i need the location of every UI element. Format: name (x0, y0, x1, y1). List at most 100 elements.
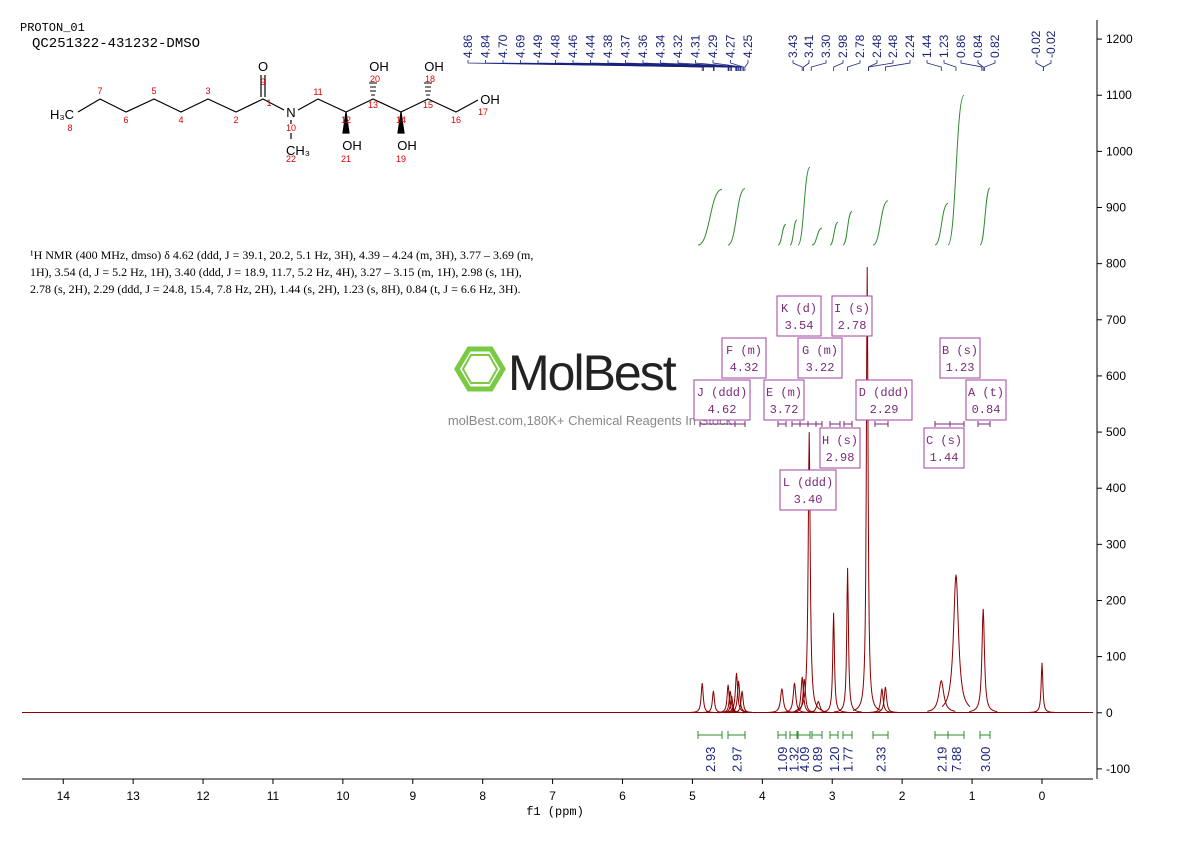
y-tick-label: 600 (1106, 369, 1126, 383)
peak-pick-label: 2.48 (870, 34, 884, 58)
x-tick-label: 11 (267, 789, 280, 803)
integral-curve (979, 187, 991, 246)
integral-bracket (947, 731, 965, 739)
peak-pick-leader (984, 60, 996, 71)
integral-bracket (789, 731, 798, 739)
multiplet-box (721, 337, 767, 379)
atom-label: 12 (341, 115, 351, 125)
multiplet-range (874, 421, 889, 427)
peak-pick-label: 1.44 (920, 34, 934, 58)
peak-pick-label: 3.30 (819, 34, 833, 58)
atom-label: 5 (151, 86, 156, 96)
peak (780, 682, 809, 713)
multiplet-box (939, 337, 981, 379)
peak-pick-label: 4.34 (654, 34, 668, 58)
peak (722, 672, 751, 713)
multiplet-range (949, 421, 965, 427)
x-tick-label: 7 (549, 789, 556, 803)
peak-pick-leader (960, 60, 983, 71)
watermark-brand: MolBest (508, 345, 677, 401)
multiplet-shift: 3.40 (794, 493, 823, 507)
peak-pick-leader (884, 60, 911, 71)
integral-label: 7.88 (949, 747, 964, 772)
peak-pick-leader (1042, 60, 1052, 71)
peak-pick-leader (847, 60, 861, 71)
peak (871, 686, 900, 713)
x-tick-label: 9 (409, 789, 416, 803)
atom-label: 6 (123, 115, 128, 125)
watermark-tagline: molBest.com,180K+ Chemical Reagents In S… (448, 413, 733, 428)
atom-label: 17 (478, 107, 488, 117)
atom-label: 22 (286, 154, 296, 164)
integral-curve (934, 202, 949, 246)
peak-pick-label: 4.36 (636, 34, 650, 58)
integral-bracket (811, 731, 823, 739)
atom-label: OH (424, 59, 444, 74)
multiplet-range (791, 421, 801, 427)
multiplet-shift: 1.44 (930, 451, 959, 465)
integral-label: 1.09 (775, 747, 790, 772)
x-tick-label: 8 (479, 789, 486, 803)
y-tick-label: 400 (1106, 481, 1126, 495)
multiplet-box (923, 427, 965, 469)
x-tick-label: 12 (196, 789, 210, 803)
atom-label: 18 (425, 74, 435, 84)
multiplet-label: L (ddd) (783, 476, 833, 490)
integral-curve (829, 221, 839, 246)
integral-label: 2.97 (730, 747, 745, 772)
x-tick-label: 4 (759, 789, 766, 803)
peak (688, 682, 717, 713)
y-tick-label: -100 (1106, 762, 1130, 776)
y-tick-label: 1200 (1106, 32, 1133, 46)
peak-pick-leader (677, 60, 741, 71)
peak-pick-label: 2.24 (903, 34, 917, 58)
atom-label: 7 (97, 86, 102, 96)
peak-pick-label: 4.44 (584, 34, 598, 58)
multiplet-box (797, 337, 843, 379)
x-tick-label: 0 (1039, 789, 1046, 803)
atom-label: 14 (396, 115, 406, 125)
peak-pick-label: 3.41 (802, 34, 816, 58)
peak-pick-leader (926, 60, 942, 71)
peak-pick-label: 0.86 (954, 34, 968, 58)
peak (795, 432, 824, 712)
x-tick-label: 14 (57, 789, 71, 803)
multiplet-label: J (ddd) (697, 386, 747, 400)
x-axis-label: f1 (ppm) (526, 805, 584, 819)
peak-pick-label: -0.02 (1044, 30, 1058, 58)
peak-pick-leader (810, 60, 827, 71)
multiplet-box (763, 379, 805, 421)
multiplet-shift: 0.84 (972, 403, 1001, 417)
y-tick-label: 700 (1106, 313, 1126, 327)
peak-pick-leader (792, 60, 803, 71)
peak-pick-leader (642, 60, 738, 71)
peak-pick-leader (660, 60, 739, 71)
integral-curve (872, 200, 889, 246)
integral-label: 2.19 (935, 747, 950, 772)
peak-pick-label: 4.25 (741, 34, 755, 58)
multiplet-label: B (s) (942, 344, 978, 358)
peak-pick-leader (833, 60, 844, 71)
multiplet-label: G (m) (802, 344, 838, 358)
multiplet-shift: 4.32 (730, 361, 759, 375)
y-tick-label: 800 (1106, 257, 1126, 271)
logo (454, 346, 506, 392)
multiplet-label: D (ddd) (859, 386, 909, 400)
peak-pick-leader (744, 60, 749, 71)
integral-bracket (842, 731, 853, 739)
peak-pick-label: 4.32 (671, 34, 685, 58)
x-tick-label: 13 (126, 789, 140, 803)
integral-curve (697, 188, 723, 246)
multiplet-box (831, 295, 873, 337)
multiplet-label: E (m) (766, 386, 802, 400)
integral-bracket (934, 731, 949, 739)
peak-pick-label: 4.38 (601, 34, 615, 58)
integral-bracket (727, 731, 746, 739)
integral-label: 0.89 (810, 747, 825, 772)
integral-label: 4.09 (797, 747, 812, 772)
atom-label: 11 (313, 87, 322, 97)
peak (819, 612, 848, 713)
peak-pick-leader (977, 60, 984, 71)
integral-bracket (872, 731, 889, 739)
